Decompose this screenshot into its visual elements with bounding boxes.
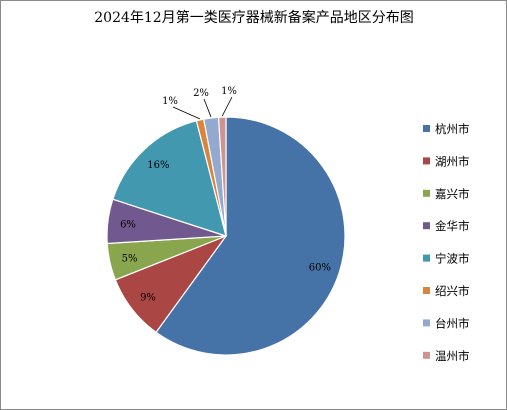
- legend-swatch-2: [423, 157, 430, 165]
- data-label-8: 1%: [221, 86, 237, 97]
- data-labels: 60% 9% 5% 6% 16% 1% 2% 1%: [120, 86, 331, 304]
- leader-line-7: [203, 98, 212, 118]
- data-label-1: 60%: [309, 263, 331, 274]
- leader-line-6: [172, 106, 200, 120]
- data-label-3: 5%: [122, 254, 138, 265]
- legend-label-4: 金华市: [435, 219, 470, 233]
- data-label-6: 1%: [162, 96, 178, 107]
- data-label-7: 2%: [193, 88, 209, 99]
- legend-label-5: 宁波市: [435, 252, 470, 266]
- legend-swatch-3: [423, 189, 430, 197]
- legend-label-7: 台州市: [435, 316, 470, 330]
- legend-label-6: 绍兴市: [435, 284, 470, 298]
- legend-label-3: 嘉兴市: [435, 187, 470, 201]
- pie-slice-8: [217, 116, 227, 237]
- legend-swatch-8: [423, 351, 430, 359]
- chart-title: 2024年12月第一类医疗器械新备案产品地区分布图: [94, 9, 413, 26]
- data-label-4: 6%: [120, 220, 136, 231]
- data-label-2: 9%: [140, 293, 156, 304]
- legend-swatch-6: [423, 287, 430, 294]
- pie-slice-1: [155, 116, 346, 356]
- leader-line-8: [221, 96, 233, 117]
- leader-lines: [172, 96, 233, 120]
- legend-label-2: 湖州市: [435, 154, 470, 168]
- legend-swatch-7: [423, 319, 430, 327]
- legend-swatch-4: [423, 222, 430, 230]
- legend-swatch-5: [423, 254, 430, 262]
- pie-slices: [106, 116, 346, 356]
- legend-label-8: 温州市: [435, 349, 470, 363]
- legend-label-1: 杭州市: [435, 122, 470, 136]
- legend-swatch-1: [423, 125, 430, 132]
- data-label-5: 16%: [147, 160, 169, 171]
- pie-slice-5: [112, 120, 227, 237]
